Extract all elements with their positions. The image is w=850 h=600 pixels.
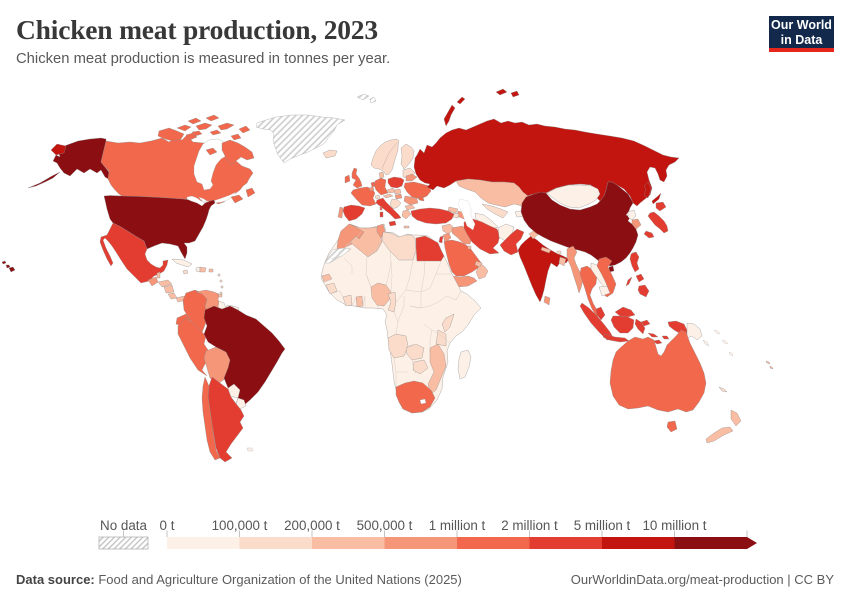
svg-text:100,000 t: 100,000 t bbox=[212, 518, 268, 533]
svg-text:5 million t: 5 million t bbox=[574, 518, 631, 533]
svg-text:2 million t: 2 million t bbox=[501, 518, 558, 533]
svg-text:500,000 t: 500,000 t bbox=[357, 518, 413, 533]
svg-text:No data: No data bbox=[100, 518, 147, 533]
svg-text:200,000 t: 200,000 t bbox=[284, 518, 340, 533]
svg-text:1 million t: 1 million t bbox=[429, 518, 486, 533]
svg-text:0 t: 0 t bbox=[160, 518, 175, 533]
svg-text:10 million t: 10 million t bbox=[642, 518, 706, 533]
